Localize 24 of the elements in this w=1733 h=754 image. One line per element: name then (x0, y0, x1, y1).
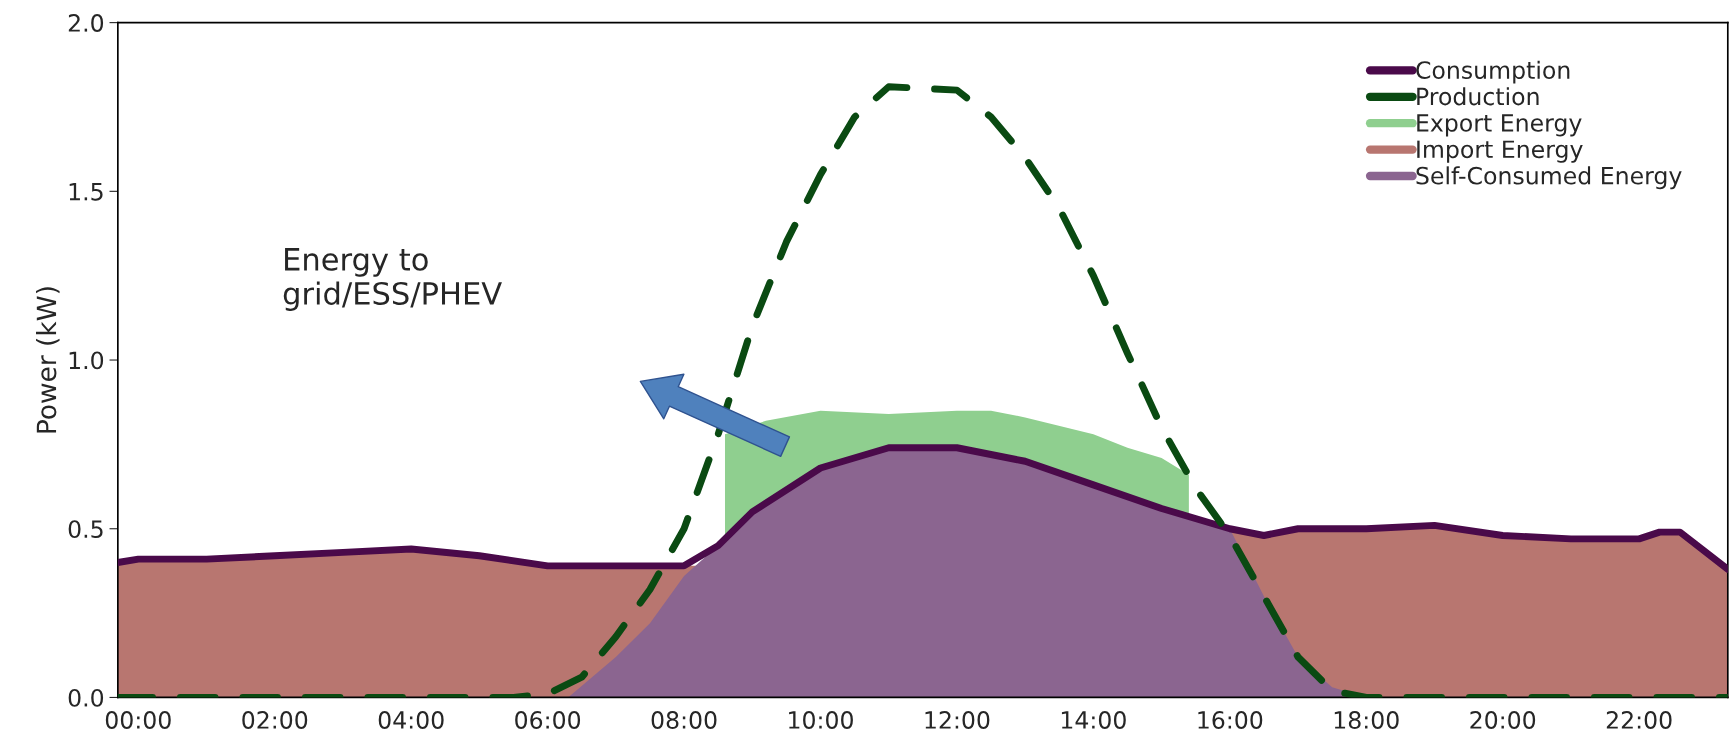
x-tick-label: 04:00 (378, 711, 444, 729)
annotation: Energy to grid/ESS/PHEV (283, 248, 502, 311)
x-tick-label: 06:00 (515, 711, 581, 729)
legend-label: Import Energy (1417, 140, 1583, 163)
x-tick-label: 02:00 (242, 711, 308, 729)
legend-label: Self-Consumed Energy (1416, 166, 1682, 190)
x-tick-label: 10:00 (789, 711, 853, 729)
y-tick-label: 0.0 (68, 688, 104, 707)
x-tick-label: 00:00 (105, 711, 171, 729)
x-tick-label: 20:00 (1470, 711, 1536, 729)
x-tick-label: 22:00 (1606, 711, 1672, 729)
x-tick-label: 14:00 (1061, 711, 1126, 729)
legend-label: Production (1417, 87, 1539, 106)
y-tick-label: 2.0 (68, 14, 104, 32)
y-tick-label: 1.5 (69, 183, 103, 201)
x-tick-label: 16:00 (1198, 711, 1263, 729)
x-tick-label: 18:00 (1334, 711, 1399, 729)
x-tick-label: 08:00 (651, 711, 717, 729)
y-axis-title: Power (kW) (36, 287, 60, 433)
legend-label: Consumption (1416, 60, 1570, 84)
y-tick-label: 1.0 (69, 351, 104, 370)
legend-label: Export Energy (1417, 114, 1582, 137)
x-tick-label: 12:00 (925, 711, 990, 729)
y-tick-label: 0.5 (68, 520, 103, 539)
